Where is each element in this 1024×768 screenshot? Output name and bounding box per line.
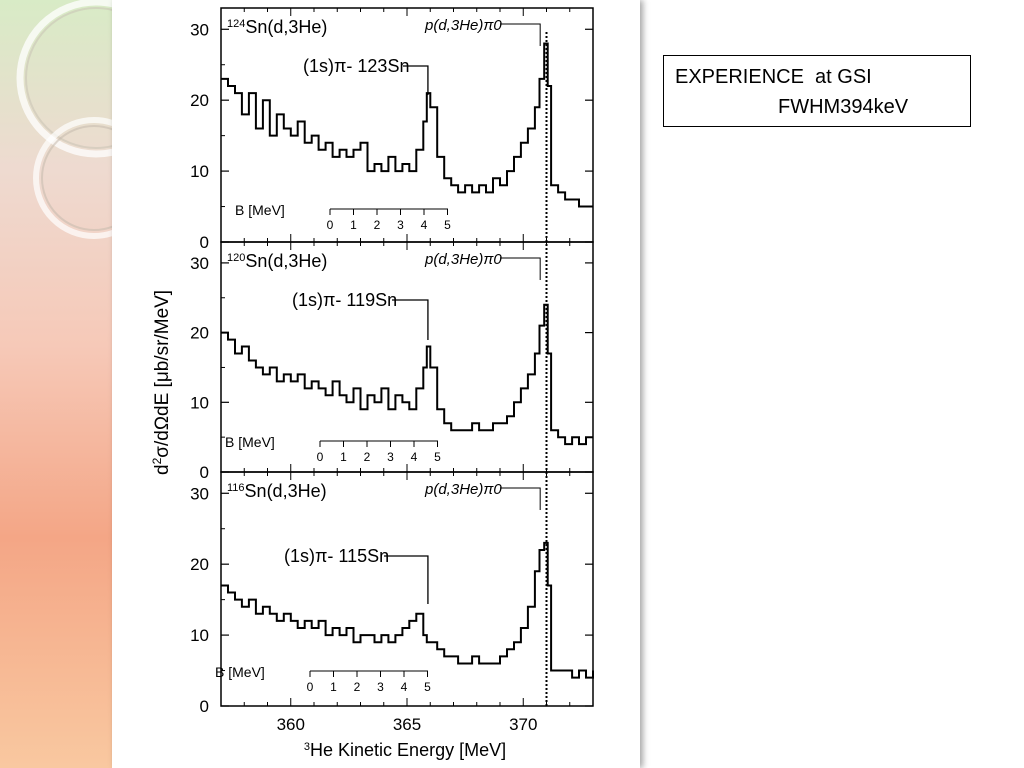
y-axis-label-text: d2σ/dΩdE [μb/sr/MeV] xyxy=(150,290,173,475)
spectrum-histogram xyxy=(221,541,594,679)
b-scale-tick-label: 3 xyxy=(387,450,394,464)
pionic-state-leader xyxy=(384,555,429,604)
y-tick-label: 10 xyxy=(190,162,209,181)
b-scale-tick-label: 5 xyxy=(444,218,451,232)
decor-gradient xyxy=(0,0,112,768)
b-scale-tick-label: 2 xyxy=(354,680,361,694)
y-tick-label: 0 xyxy=(200,697,209,716)
quasi-free-leader xyxy=(500,487,541,510)
b-scale-tick-label: 1 xyxy=(350,218,357,232)
reaction-label: 124Sn(d,3He) xyxy=(227,17,327,37)
b-scale-tick-label: 5 xyxy=(434,450,441,464)
y-tick-label: 20 xyxy=(190,555,209,574)
pionic-state-leader xyxy=(403,65,429,95)
x-tick-label: 360 xyxy=(277,715,305,734)
y-tick-label: 0 xyxy=(200,463,209,482)
binding-energy-scale: B [MeV] 0 1 2 3 4 5 xyxy=(215,664,431,694)
x-axis: 360 365 370 xyxy=(277,715,538,734)
y-axis-label: d2σ/dΩdE [μb/sr/MeV] xyxy=(150,290,173,475)
y-tick-label: 30 xyxy=(190,254,209,273)
spectrum-histogram xyxy=(221,42,593,208)
x-tick-label: 365 xyxy=(393,715,421,734)
b-scale-tick-label: 0 xyxy=(327,218,334,232)
decorative-side-band xyxy=(0,0,112,768)
b-scale-tick-label: 5 xyxy=(424,680,431,694)
b-scale-label: B [MeV] xyxy=(225,434,275,450)
pionic-state-label: (1s)π- 115Sn xyxy=(284,546,389,566)
pionic-state-label: (1s)π- 123Sn xyxy=(303,56,409,76)
panel-frame xyxy=(220,241,594,473)
reaction-label: 120Sn(d,3He) xyxy=(227,251,327,271)
binding-energy-scale: B [MeV] 0 1 2 3 4 5 xyxy=(225,434,441,464)
x-tick-label: 370 xyxy=(509,715,537,734)
note-line-experience: EXPERIENCE at GSI xyxy=(675,66,872,88)
y-tick-label: 30 xyxy=(190,484,209,503)
b-scale-tick-label: 3 xyxy=(397,218,404,232)
b-scale-tick-label: 4 xyxy=(411,450,418,464)
y-tick-label: 20 xyxy=(190,324,209,343)
experiment-note-box: EXPERIENCE at GSI FWHM394keV xyxy=(663,55,971,127)
quasi-free-label: p(d,3He)π0 xyxy=(424,481,502,498)
b-scale-label: B [MeV] xyxy=(215,664,265,680)
binding-energy-scale: B [MeV] 0 1 2 3 4 5 xyxy=(235,202,451,232)
b-scale-tick-label: 0 xyxy=(317,450,324,464)
b-scale-tick-label: 2 xyxy=(364,450,371,464)
quasi-free-label: p(d,3He)π0 xyxy=(424,17,502,34)
b-scale-tick-label: 1 xyxy=(330,680,337,694)
quasi-free-leader xyxy=(500,257,541,280)
y-tick-label: 10 xyxy=(190,626,209,645)
y-tick-label: 10 xyxy=(190,393,209,412)
x-axis-label: 3He Kinetic Energy [MeV] xyxy=(304,740,506,760)
quasi-free-label: p(d,3He)π0 xyxy=(424,251,502,268)
b-scale-tick-label: 1 xyxy=(340,450,347,464)
reaction-label: 116Sn(d,3He) xyxy=(227,481,327,501)
b-scale-tick-label: 4 xyxy=(421,218,428,232)
decor-ring-large xyxy=(16,0,112,158)
b-scale-tick-label: 3 xyxy=(377,680,384,694)
pionic-state-leader xyxy=(392,299,429,340)
decor-ring-small xyxy=(33,117,112,239)
note-line-fwhm: FWHM394keV xyxy=(778,96,909,118)
b-scale-tick-label: 4 xyxy=(401,680,408,694)
b-scale-tick-label: 0 xyxy=(307,680,314,694)
b-scale-tick-label: 2 xyxy=(374,218,381,232)
decor-ring-large-inner xyxy=(25,7,112,149)
y-tick-label: 30 xyxy=(190,20,209,39)
y-tick-label: 0 xyxy=(200,233,209,252)
spectrum-histogram xyxy=(221,303,593,446)
b-scale-label: B [MeV] xyxy=(235,202,285,218)
y-tick-label: 20 xyxy=(190,91,209,110)
quasi-free-leader xyxy=(500,23,541,46)
decor-ring-small-inner xyxy=(41,125,112,231)
pionic-state-label: (1s)π- 119Sn xyxy=(292,290,397,310)
